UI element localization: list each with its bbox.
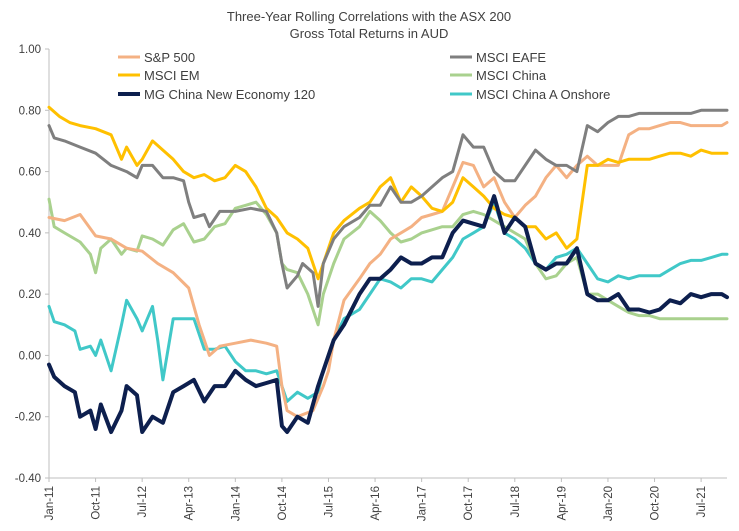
chart-subtitle: Gross Total Returns in AUD <box>290 26 449 41</box>
y-tick-label: 0.00 <box>19 350 41 362</box>
x-tick-label: Oct-17 <box>463 486 475 521</box>
y-tick-label: 0.20 <box>19 289 41 301</box>
y-tick-label: 0.60 <box>19 167 41 179</box>
x-tick-label: Jul-15 <box>323 486 335 517</box>
y-tick-label: 0.80 <box>19 105 41 117</box>
x-tick-label: Apr-13 <box>184 486 196 521</box>
series-line-msci-eafe <box>47 108 729 308</box>
legend-label: MSCI EM <box>144 68 200 83</box>
x-tick-label: Jul-18 <box>510 486 522 517</box>
x-tick-label: Apr-16 <box>370 486 382 521</box>
legend-label: MSCI China A Onshore <box>476 87 610 102</box>
x-tick-label: Jan-11 <box>44 486 56 520</box>
x-tick-label: Apr-19 <box>556 486 568 521</box>
series-line-msci-em <box>47 105 729 281</box>
y-tick-label: -0.40 <box>15 473 41 485</box>
x-tick-label: Jul-12 <box>137 486 149 517</box>
x-tick-label: Jan-14 <box>230 485 242 521</box>
legend-label: S&P 500 <box>144 50 195 65</box>
y-tick-label: 0.40 <box>19 228 41 240</box>
x-tick-label: Jan-17 <box>417 486 429 521</box>
axes: 1.00 0.80 0.60 0.40 0.20 0.00 -0.20 -0.40Jan-11… <box>15 44 727 521</box>
legend: S&P 500 MSCI EAFE MSCI EM MSCI China MG Chin… <box>118 50 610 102</box>
series-lines <box>47 105 729 434</box>
x-tick-label: Jul-21 <box>696 486 708 517</box>
chart-title: Three-Year Rolling Correlations with the… <box>227 9 511 24</box>
x-tick-label: Jan-20 <box>603 486 615 521</box>
x-tick-label: Oct-14 <box>277 485 289 520</box>
series-line-msci-china-a-onshore <box>47 200 729 403</box>
legend-label: MSCI EAFE <box>476 50 546 65</box>
legend-label: MG China New Economy 120 <box>144 87 315 102</box>
series-line-s-p-500 <box>47 121 729 419</box>
y-tick-label: -0.20 <box>15 412 41 424</box>
x-tick-label: Oct-20 <box>650 486 662 521</box>
series-line-mg-china-new-economy-120 <box>47 194 729 434</box>
legend-label: MSCI China <box>476 68 547 83</box>
series-line-msci-china <box>47 197 729 327</box>
x-tick-label: Oct-11 <box>91 486 103 520</box>
y-tick-label: 1.00 <box>19 44 41 56</box>
